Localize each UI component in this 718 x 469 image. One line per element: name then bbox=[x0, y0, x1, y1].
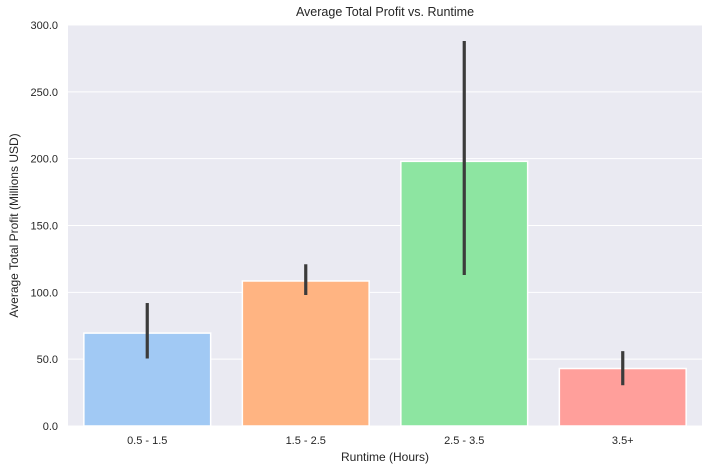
y-tick-label: 150.0 bbox=[30, 221, 58, 233]
y-tick-labels: 0.0 50.0 100.0 150.0 200.0 250.0 300.0 bbox=[30, 20, 58, 433]
bar-1-5-2-5 bbox=[241, 280, 370, 427]
y-tick-label: 50.0 bbox=[37, 354, 58, 366]
x-tick-label: 2.5 - 3.5 bbox=[444, 435, 484, 447]
x-tick-label: 3.5+ bbox=[612, 435, 634, 447]
x-tick-label: 1.5 - 2.5 bbox=[286, 435, 326, 447]
x-tick-labels: 0.5 - 1.5 1.5 - 2.5 2.5 - 3.5 3.5+ bbox=[127, 435, 634, 447]
y-axis-title: Average Total Profit (Millions USD) bbox=[7, 133, 21, 317]
y-tick-label: 250.0 bbox=[30, 87, 58, 99]
x-axis-title: Runtime (Hours) bbox=[341, 450, 429, 464]
y-tick-label: 0.0 bbox=[43, 421, 58, 433]
error-bars bbox=[145, 41, 625, 386]
y-tick-label: 200.0 bbox=[30, 154, 58, 166]
bar-2-5-3-5 bbox=[400, 160, 529, 427]
y-tick-label: 100.0 bbox=[30, 287, 58, 299]
x-tick-label: 0.5 - 1.5 bbox=[127, 435, 167, 447]
y-tick-label: 300.0 bbox=[30, 20, 58, 32]
chart-title: Average Total Profit vs. Runtime bbox=[296, 5, 474, 19]
